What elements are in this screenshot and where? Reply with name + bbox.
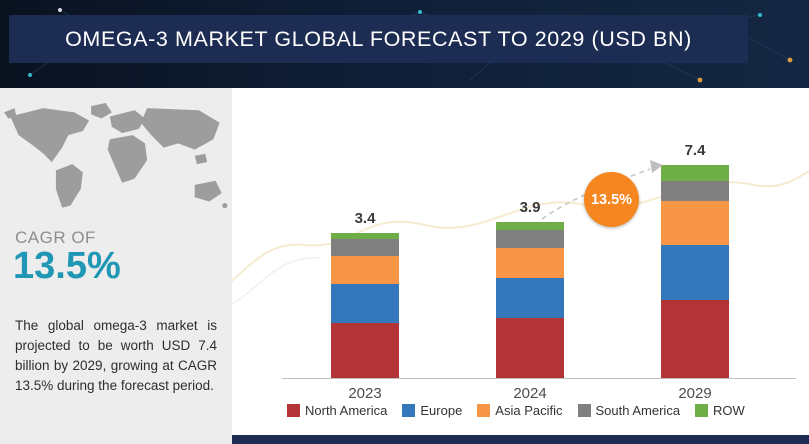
legend-swatch-europe bbox=[402, 404, 416, 417]
market-description: The global omega-3 market is projected t… bbox=[15, 317, 217, 394]
cagr-value: 13.5% bbox=[13, 245, 121, 287]
total-label-2029: 7.4 bbox=[684, 142, 706, 159]
segment-north-america-2023 bbox=[331, 322, 399, 378]
bar-2024 bbox=[496, 222, 564, 378]
legend-label: Asia Pacific bbox=[495, 403, 563, 418]
segment-north-america-2029 bbox=[661, 300, 729, 378]
title-banner: OMEGA-3 MARKET GLOBAL FORECAST TO 2029 (… bbox=[9, 15, 748, 63]
segment-row-2024 bbox=[496, 222, 564, 230]
legend-item-asia-pacific: Asia Pacific bbox=[477, 403, 563, 418]
segment-row-2029 bbox=[661, 165, 729, 181]
segment-south-america-2023 bbox=[331, 239, 399, 257]
bar-2023 bbox=[331, 233, 399, 378]
legend: North America Europe Asia Pacific South Ame… bbox=[287, 403, 745, 418]
segment-row-2023 bbox=[331, 233, 399, 240]
total-label-2024: 3.9 bbox=[519, 199, 541, 216]
x-tick-label-2029: 2029 bbox=[678, 385, 712, 402]
legend-item-europe: Europe bbox=[402, 403, 462, 418]
legend-swatch-row bbox=[695, 404, 709, 417]
legend-swatch-asia-pacific bbox=[477, 404, 491, 417]
legend-label: North America bbox=[305, 403, 388, 418]
x-tick-label-2023: 2023 bbox=[348, 385, 382, 402]
legend-label: South America bbox=[595, 403, 681, 418]
legend-item-row: ROW bbox=[695, 403, 745, 418]
segment-north-america-2024 bbox=[496, 318, 564, 378]
sidebar: CAGR OF 13.5% The global omega-3 market … bbox=[0, 88, 232, 444]
segment-south-america-2029 bbox=[661, 180, 729, 201]
page-title: OMEGA-3 MARKET GLOBAL FORECAST TO 2029 (… bbox=[65, 26, 692, 51]
segment-south-america-2024 bbox=[496, 230, 564, 248]
cagr-label: CAGR OF bbox=[15, 228, 96, 247]
legend-swatch-north-america bbox=[287, 404, 300, 417]
total-label-2023: 3.4 bbox=[354, 210, 376, 227]
legend-swatch-south-america bbox=[577, 404, 591, 417]
legend-item-south-america: South America bbox=[577, 403, 681, 418]
bottom-bar bbox=[232, 435, 809, 444]
legend-item-north-america: North America bbox=[287, 403, 387, 418]
segment-europe-2029 bbox=[661, 245, 729, 301]
x-axis-line bbox=[282, 378, 796, 379]
segment-asia-pacific-2023 bbox=[331, 256, 399, 285]
legend-label: Europe bbox=[420, 403, 463, 418]
segment-europe-2023 bbox=[331, 284, 399, 323]
x-tick-label-2024: 2024 bbox=[513, 385, 547, 402]
world-map bbox=[4, 103, 228, 209]
top-background: OMEGA-3 MARKET GLOBAL FORECAST TO 2029 (… bbox=[0, 0, 809, 88]
cagr-badge: 13.5% bbox=[584, 172, 639, 227]
segment-europe-2024 bbox=[496, 278, 564, 318]
bar-2029 bbox=[661, 165, 729, 378]
segment-asia-pacific-2029 bbox=[661, 200, 729, 246]
segment-asia-pacific-2024 bbox=[496, 248, 564, 278]
legend-label: ROW bbox=[713, 403, 745, 418]
